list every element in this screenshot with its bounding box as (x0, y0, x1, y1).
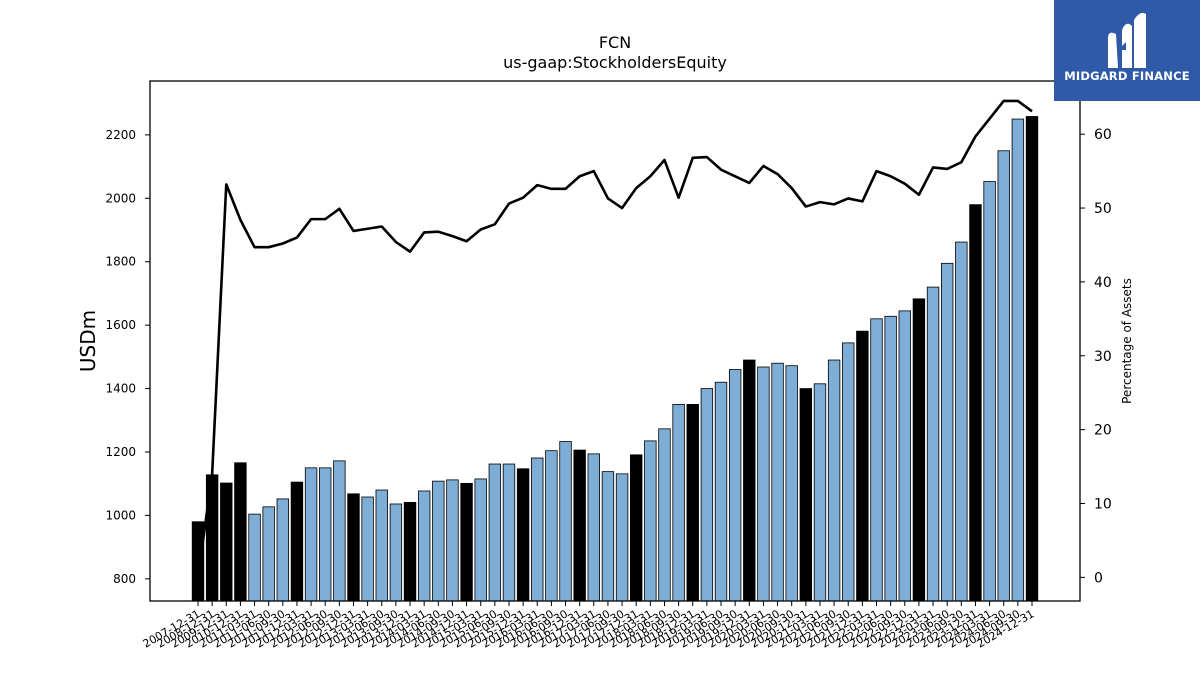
bar-2017-03-31 (587, 453, 600, 602)
bar-2023-09-30 (955, 241, 968, 602)
line-layer (196, 99, 1033, 578)
series-line-percentage-of-assets (196, 99, 1033, 578)
chart-subtitle: us-gaap:StockholdersEquity (503, 53, 727, 72)
bar-2024-06-30 (997, 150, 1010, 602)
bar-2024-12-31 (1025, 116, 1039, 602)
bar-2024-09-30 (1011, 118, 1025, 602)
bar-2021-06-30 (827, 359, 841, 602)
bar-2016-06-30 (545, 450, 558, 602)
bar-2018-09-30 (672, 404, 685, 602)
bar-2022-06-30 (884, 315, 897, 602)
bar-2015-09-30 (502, 463, 516, 602)
y-tick-label: 2200 (105, 128, 136, 142)
bar-2022-09-30 (898, 310, 911, 602)
plot-frame (149, 80, 1081, 602)
y-tick-label: 2000 (105, 191, 136, 205)
bar-2022-03-31 (870, 318, 883, 602)
bar-2019-09-30 (728, 369, 742, 602)
bar-2020-06-30 (771, 362, 784, 602)
bar-2018-03-31 (644, 440, 657, 602)
bar-2021-09-30 (842, 342, 855, 602)
y-axis-label-right: Percentage of Assets (1120, 278, 1134, 404)
bar-2014-09-30 (446, 479, 459, 602)
bar-2015-03-31 (474, 478, 487, 602)
y2-tick-label: 30 (1094, 349, 1112, 365)
bar-2023-06-30 (940, 262, 954, 602)
bar-2009-12-31 (220, 482, 233, 602)
bar-2012-09-30 (333, 460, 346, 602)
bar-2014-03-31 (417, 490, 431, 602)
bar-2018-06-30 (658, 428, 671, 602)
y2-tick-label: 40 (1094, 275, 1112, 291)
bar-2019-03-31 (700, 388, 714, 602)
y-axis-label-left: USDm (76, 310, 100, 372)
y2-tick-label: 0 (1094, 570, 1103, 586)
bar-2014-06-30 (432, 480, 445, 602)
bar-2018-12-31 (686, 404, 699, 602)
y-tick-label: 800 (113, 572, 136, 586)
y-axis-left: 800 1000 1200 1400 1600 1800 2000 2200 (105, 128, 150, 586)
bar-2016-12-31 (573, 449, 586, 602)
bar-2014-12-31 (460, 482, 473, 602)
y2-tick-label: 60 (1094, 127, 1112, 143)
bar-2017-09-30 (615, 473, 629, 602)
y-tick-label: 1600 (105, 318, 136, 332)
y-tick-label: 1800 (105, 255, 136, 269)
y2-tick-label: 50 (1094, 201, 1112, 217)
bar-2007-12-31 (191, 521, 205, 602)
bar-2011-03-31 (248, 513, 261, 602)
bar-2020-09-30 (785, 365, 798, 602)
bar-2015-06-30 (488, 463, 502, 602)
bars-layer (191, 116, 1039, 602)
bar-2011-06-30 (262, 506, 275, 602)
bar-2021-12-31 (856, 330, 869, 602)
bar-2020-12-31 (799, 388, 813, 602)
bar-2010-12-31 (234, 462, 247, 602)
y-axis-right: 0 10 20 30 40 50 60 (1080, 127, 1112, 586)
bar-2015-12-31 (516, 468, 530, 602)
bar-2013-12-31 (403, 501, 417, 602)
bar-2019-12-31 (743, 359, 756, 602)
bar-2011-12-31 (290, 481, 304, 602)
logo-text: MIDGARD FINANCE (1064, 69, 1190, 83)
bar-2022-12-31 (912, 298, 926, 602)
brand-logo: MIDGARD FINANCE (1054, 0, 1200, 101)
bar-2017-12-31 (630, 454, 643, 602)
bar-2011-09-30 (276, 498, 290, 602)
y2-tick-label: 20 (1094, 423, 1112, 439)
bar-2017-06-30 (601, 471, 615, 602)
logo-mark-icon (1108, 12, 1146, 68)
x-axis: 2007-12-312008-12-312009-12-312010-12-31… (141, 601, 1037, 651)
chart-title: FCN (599, 33, 631, 52)
y-tick-label: 1200 (105, 445, 136, 459)
bar-2013-09-30 (389, 503, 403, 602)
bar-2019-06-30 (714, 381, 728, 602)
bar-2013-06-30 (375, 489, 388, 602)
bar-2012-12-31 (347, 493, 360, 602)
bar-2008-12-31 (205, 474, 219, 602)
y-tick-label: 1400 (105, 382, 136, 396)
bar-2020-03-31 (757, 366, 770, 602)
bar-2012-03-31 (304, 467, 318, 602)
y-tick-label: 1000 (105, 508, 136, 522)
bar-2024-03-31 (983, 181, 996, 602)
bar-2012-06-30 (319, 467, 332, 602)
bar-2023-03-31 (926, 286, 940, 602)
bar-2016-03-31 (531, 457, 544, 602)
bar-2016-09-30 (559, 441, 572, 602)
bar-2013-03-31 (361, 496, 374, 602)
bar-2021-03-31 (813, 383, 827, 602)
y2-tick-label: 10 (1094, 497, 1112, 513)
bar-2023-12-31 (969, 204, 982, 602)
